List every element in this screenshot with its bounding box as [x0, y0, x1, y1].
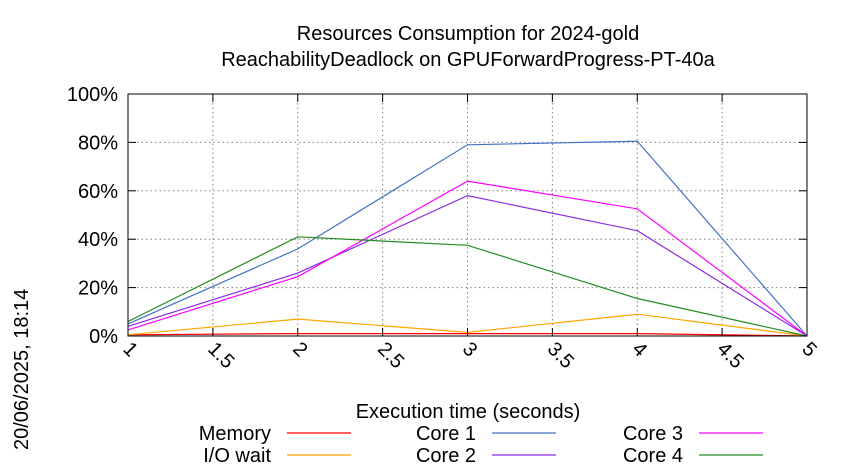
x-tick-label: 4: [628, 338, 651, 361]
x-axis-ticks: 1 1.5 2 2.5 3 3.5 4 4.5 5: [118, 94, 821, 373]
x-tick-label: 4.5: [713, 338, 748, 373]
series-line-core-2: [127, 194, 808, 337]
legend-label-core-4: Core 4: [623, 445, 683, 467]
legend-label-core-3: Core 3: [623, 423, 683, 445]
series-lines: [127, 140, 808, 337]
grid: [128, 94, 807, 336]
series-line-core-3: [127, 180, 808, 337]
x-tick-label: 2.5: [373, 338, 408, 373]
series-line-core-1: [127, 140, 808, 337]
x-tick-label: 3.5: [543, 338, 578, 373]
x-tick-label: 1.5: [203, 338, 238, 373]
y-tick-label: 40%: [78, 229, 118, 251]
y-axis-ticks: 0% 20% 40% 60% 80% 100%: [67, 84, 807, 348]
x-axis-label: Execution time (seconds): [356, 401, 581, 423]
legend-label-core-1: Core 1: [416, 423, 476, 445]
chart-subtitle: ReachabilityDeadlock on GPUForwardProgre…: [221, 49, 715, 71]
x-tick-label: 3: [458, 338, 481, 361]
legend-label-core-2: Core 2: [416, 445, 476, 467]
series-line-core-4: [127, 236, 808, 337]
legend-label-i-o-wait: I/O wait: [203, 445, 271, 467]
chart-title: Resources Consumption for 2024-gold: [297, 23, 639, 45]
y-tick-label: 100%: [67, 84, 118, 106]
x-tick-label: 1: [118, 338, 141, 361]
y-tick-label: 20%: [78, 278, 118, 300]
y-tick-label: 80%: [78, 132, 118, 154]
y-tick-label: 60%: [78, 181, 118, 203]
timestamp: 20/06/2025, 18:14: [11, 289, 33, 450]
y-tick-label: 0%: [89, 326, 118, 348]
legend-label-memory: Memory: [199, 423, 271, 445]
x-tick-label: 2: [288, 338, 311, 361]
x-tick-label: 5: [797, 338, 820, 361]
